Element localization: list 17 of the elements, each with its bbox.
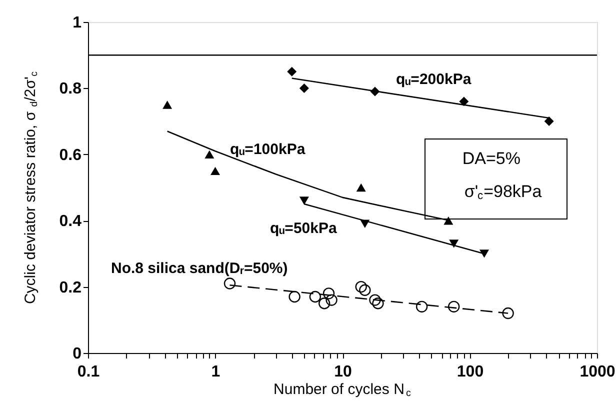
series-label: qᵤ=200kPa <box>396 71 472 88</box>
x-tick-label: 1 <box>211 364 220 380</box>
y-tick-label: 1 <box>72 14 82 32</box>
series-label: No.8 silica sand(Dᵣ=50%) <box>111 260 288 277</box>
x-tick-label: 10 <box>334 364 352 380</box>
y-tick-label: 0.6 <box>59 146 82 164</box>
annotation: DA=5% <box>462 149 520 168</box>
y-axis-title: Cyclic deviator stress ratio, σd/2σ'c <box>22 71 40 304</box>
x-tick-label: 100 <box>456 364 484 380</box>
x-tick-label: 0.1 <box>77 364 100 380</box>
y-tick-label: 0.8 <box>59 80 82 98</box>
y-tick-label: 0 <box>72 346 82 362</box>
series-label: qᵤ=50kPa <box>270 220 338 237</box>
x-tick-label: 1000 <box>580 364 616 380</box>
y-tick-label: 0.4 <box>59 213 82 230</box>
series-label: qᵤ=100kPa <box>230 141 306 158</box>
y-tick-label: 0.2 <box>59 279 82 296</box>
